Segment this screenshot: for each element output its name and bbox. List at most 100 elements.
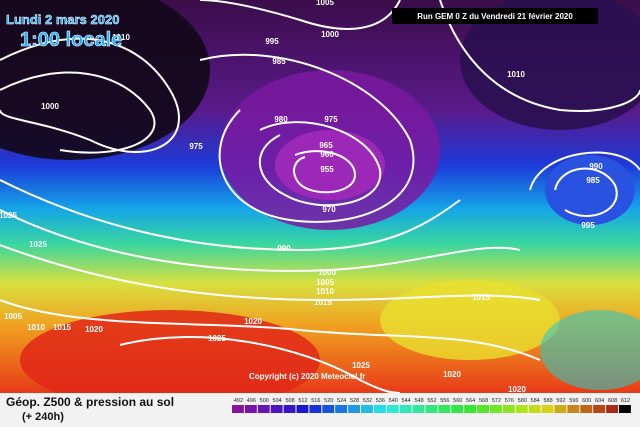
scale-label: 532 (363, 398, 372, 404)
scale-swatch (309, 405, 322, 413)
isobar-label: 985 (586, 176, 600, 185)
scale-swatch (554, 405, 567, 413)
scale-label: 548 (414, 398, 423, 404)
scale-label: 556 (440, 398, 449, 404)
run-text: Run GEM 0 Z du Vendredi 21 février 2020 (417, 12, 573, 21)
scale-label: 572 (492, 398, 501, 404)
isobar-label: 990 (589, 162, 603, 171)
isobar-label: 960 (320, 150, 334, 159)
scale-label: 592 (556, 398, 565, 404)
scale-label: 568 (479, 398, 488, 404)
scale-swatch (580, 405, 593, 413)
scale-swatch (283, 405, 296, 413)
scale-label: 596 (569, 398, 578, 404)
scale-swatch (232, 405, 244, 413)
isobar-label: 1025 (352, 361, 370, 370)
isobar-label: 1010 (112, 33, 130, 42)
scale-swatch (296, 405, 309, 413)
scale-swatch (322, 405, 335, 413)
isobar-label: 995 (265, 37, 279, 46)
scale-label: 500 (260, 398, 269, 404)
isobar-label: 1010 (27, 323, 45, 332)
isobar-label: 1020 (508, 385, 526, 394)
copyright: Copyright (c) 2020 Meteociel.fr (249, 372, 365, 381)
scale-swatch (257, 405, 270, 413)
isobar-label: 975 (324, 115, 338, 124)
isobar-label: 1020 (85, 325, 103, 334)
scale-label: 524 (337, 398, 346, 404)
isobar-label: 1015 (53, 323, 71, 332)
isobar-label: 1025 (208, 334, 226, 343)
isobar-label: 1020 (443, 370, 461, 379)
scale-label: 580 (518, 398, 527, 404)
isobar-label: 990 (277, 244, 291, 253)
scale-swatch (244, 405, 257, 413)
run-box (392, 8, 598, 24)
scale-swatch (528, 405, 541, 413)
scale-label: 512 (298, 398, 307, 404)
scale-label: 544 (402, 398, 411, 404)
isobar-label: 970 (322, 205, 336, 214)
isobar-label: 1015 (314, 298, 332, 307)
scale-swatch (425, 405, 438, 413)
scale-swatch (399, 405, 412, 413)
scale-label: 560 (453, 398, 462, 404)
isobar-label: 980 (274, 115, 288, 124)
scale-label: 536 (376, 398, 385, 404)
scale-swatch (541, 405, 554, 413)
isobar-label: 965 (319, 141, 333, 150)
scale-label: 508 (285, 398, 294, 404)
scale-swatch (373, 405, 386, 413)
isobar-label: 1000 (41, 102, 59, 111)
isobar-label: 1005 (4, 312, 22, 321)
scale-label: 516 (311, 398, 320, 404)
isobar-label: 1010 (316, 287, 334, 296)
isobar-label: 1010 (507, 70, 525, 79)
isobar-label: 995 (581, 221, 595, 230)
isobars (0, 0, 640, 393)
scale-swatch (386, 405, 399, 413)
time-text: 1:00 locale (20, 29, 122, 51)
scale-swatch (451, 405, 464, 413)
scale-swatch (464, 405, 477, 413)
scale-label: 600 (582, 398, 591, 404)
isobar-label: 1025 (29, 240, 47, 249)
scale-label: 576 (505, 398, 514, 404)
scale-label: 564 (466, 398, 475, 404)
isobar-label: 1025 (0, 211, 17, 220)
footer-lead: (+ 240h) (22, 411, 64, 423)
scale-label: 584 (531, 398, 540, 404)
scale-label: 540 (389, 398, 398, 404)
map-background (0, 0, 640, 410)
scale-label: 588 (543, 398, 552, 404)
footer-title: Géop. Z500 & pression au sol (6, 395, 174, 409)
isobar-label: 1000 (321, 30, 339, 39)
isobar-label: 975 (189, 142, 203, 151)
isobar-label: 1015 (472, 293, 490, 302)
scale-swatch (438, 405, 451, 413)
scale-label: 504 (273, 398, 282, 404)
scale-swatch (348, 405, 360, 413)
isobar-label: 955 (320, 165, 334, 174)
isobar-label: 1020 (244, 317, 262, 326)
scale-swatch (270, 405, 283, 413)
scale-label: 608 (608, 398, 617, 404)
scale-swatch (412, 405, 425, 413)
date-text: Lundi 2 mars 2020 (6, 12, 119, 27)
scale-swatch (361, 405, 373, 413)
scale-swatch (502, 405, 515, 413)
scale-swatch (619, 405, 631, 413)
scale-swatch (593, 405, 606, 413)
scale-label: 492 (234, 398, 243, 404)
scale-swatch (335, 405, 348, 413)
scale-label: 528 (350, 398, 359, 404)
scale-label: 552 (427, 398, 436, 404)
scale-swatch (515, 405, 528, 413)
scale-swatch (477, 405, 489, 413)
scale-swatch (490, 405, 502, 413)
color-scale: 492 496 500 504 508 512 516 520 524 528 532 536 540 5… (232, 398, 631, 413)
isobar-label: 1005 (316, 278, 334, 287)
isobar-label: 1005 (316, 0, 334, 7)
